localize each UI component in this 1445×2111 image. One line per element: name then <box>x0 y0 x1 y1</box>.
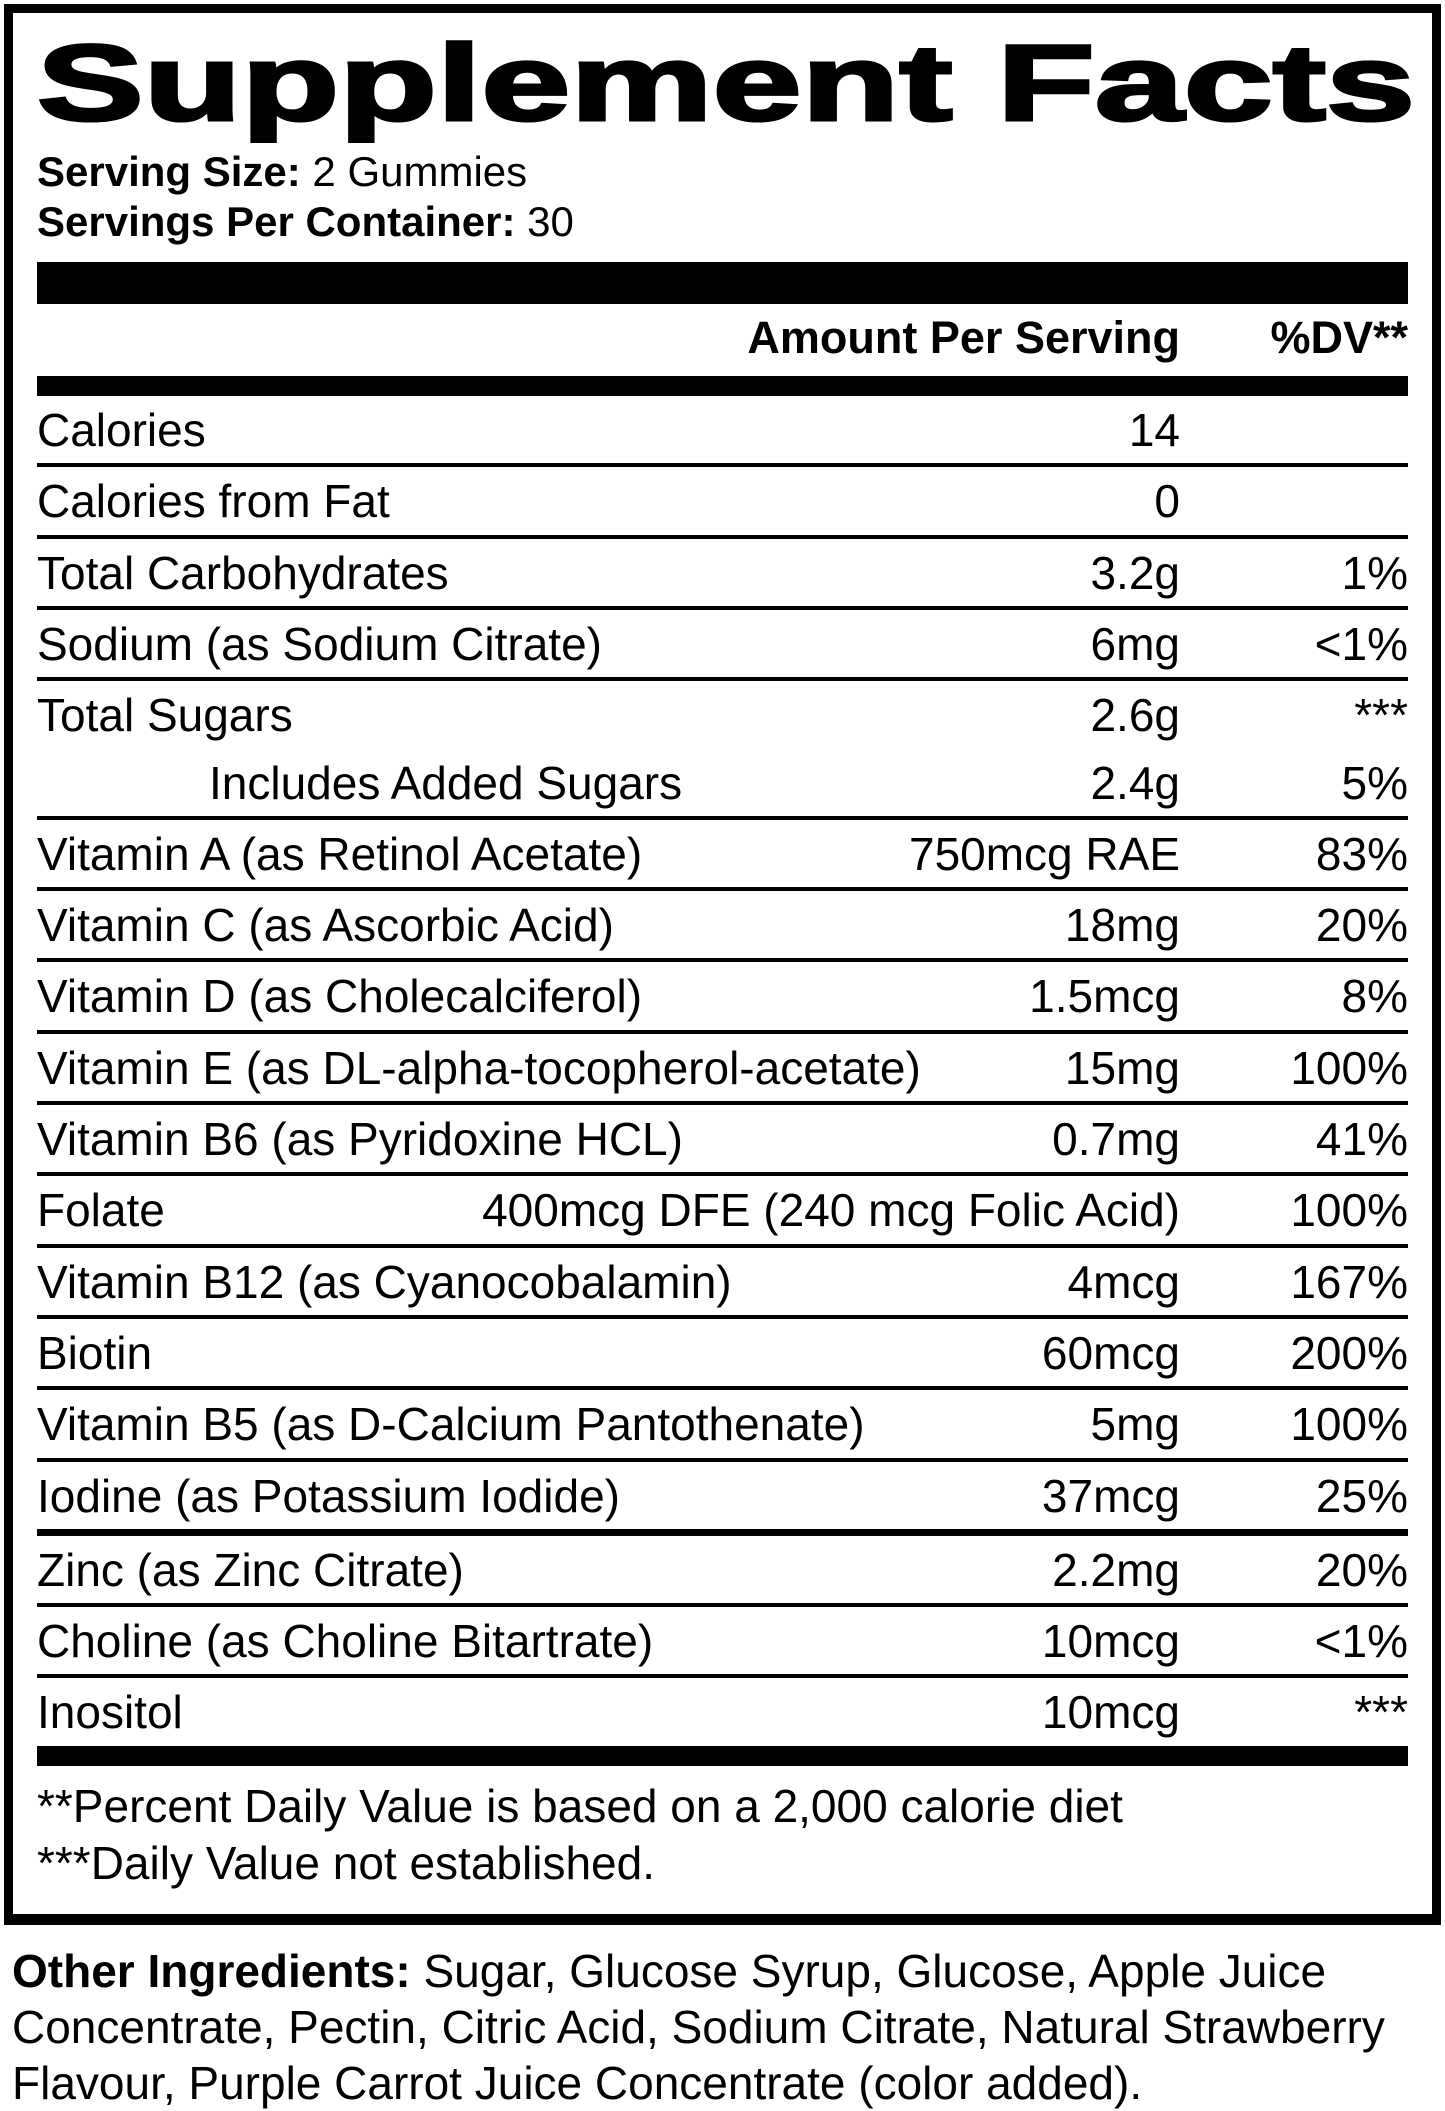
panel-title-text: Supplement Facts <box>37 23 1415 143</box>
table-row: Vitamin B5 (as D-Calcium Pantothenate) 5… <box>37 1386 1408 1457</box>
nutrient-dv: <1% <box>1314 617 1408 670</box>
nutrient-amount: 0.7mg <box>1052 1113 1180 1166</box>
nutrient-name: Vitamin B5 (as D-Calcium Pantothenate) <box>37 1398 865 1451</box>
table-row: Inositol 10mcg *** <box>37 1674 1408 1745</box>
separator-bar-header <box>37 376 1408 397</box>
nutrient-dv: 167% <box>1290 1255 1408 1308</box>
nutrient-name: Vitamin D (as Cholecalciferol) <box>37 970 643 1023</box>
nutrient-dv: 100% <box>1290 1041 1408 1094</box>
nutrient-amount: 5mg <box>1090 1398 1180 1451</box>
nutrient-name: Biotin <box>37 1326 153 1379</box>
nutrient-amount: 18mg <box>1064 899 1180 952</box>
nutrient-amount: 15mg <box>1064 1041 1180 1094</box>
nutrient-name: Inositol <box>37 1686 183 1739</box>
table-row: Choline (as Choline Bitartrate) 10mcg <1… <box>37 1603 1408 1674</box>
nutrient-amount: 10mcg <box>1041 1615 1180 1668</box>
nutrient-dv: 20% <box>1315 1543 1408 1596</box>
nutrient-dv: 83% <box>1315 827 1408 880</box>
column-header-row: Amount Per Serving %DV** <box>37 304 1408 376</box>
nutrient-amount: 0 <box>1154 475 1180 528</box>
nutrient-dv: 200% <box>1290 1326 1408 1379</box>
table-row: Sodium (as Sodium Citrate) 6mg <1% <box>37 605 1408 677</box>
table-row: Total Carbohydrates 3.2g 1% <box>37 534 1408 606</box>
separator-bar-top <box>37 262 1408 305</box>
servings-per-container-value: 30 <box>515 197 574 245</box>
nutrient-amount: 2.4g <box>1090 756 1180 809</box>
nutrient-amount: 750mcg RAE <box>908 827 1180 880</box>
footnote-percent-dv: **Percent Daily Value is based on a 2,00… <box>37 1779 1123 1832</box>
table-row: Vitamin D (as Cholecalciferol) 1.5mcg 8% <box>37 958 1408 1029</box>
nutrient-dv: 8% <box>1341 970 1408 1023</box>
nutrient-name: Choline (as Choline Bitartrate) <box>37 1615 654 1668</box>
nutrient-dv: 1% <box>1341 546 1408 599</box>
nutrient-name: Vitamin A (as Retinol Acetate) <box>37 827 643 880</box>
nutrient-amount: 4mcg <box>1067 1255 1180 1308</box>
nutrient-name: Calories from Fat <box>37 475 390 528</box>
serving-size-value: 2 Gummies <box>300 148 528 195</box>
nutrient-dv: 20% <box>1315 899 1408 952</box>
table-row: Vitamin C (as Ascorbic Acid) 18mg 20% <box>37 887 1408 958</box>
nutrient-amount: 3.2g <box>1090 546 1180 599</box>
nutrient-amount: 14 <box>1128 404 1180 457</box>
nutrient-dv: 100% <box>1290 1398 1408 1451</box>
table-row: Calories 14 <box>37 396 1408 463</box>
nutrient-amount: 6mg <box>1090 617 1180 670</box>
table-row: Vitamin B12 (as Cyanocobalamin) 4mcg 167… <box>37 1243 1408 1315</box>
table-row: Folate 400mcg DFE (240 mcg Folic Acid) 1… <box>37 1172 1408 1243</box>
nutrient-amount: 2.2mg <box>1052 1543 1180 1596</box>
table-row: Vitamin B6 (as Pyridoxine HCL) 0.7mg 41% <box>37 1101 1408 1172</box>
nutrient-amount: 2.6g <box>1090 689 1180 742</box>
table-row: Iodine (as Potassium Iodide) 37mcg 25% <box>37 1457 1408 1529</box>
nutrient-amount: 400mcg DFE (240 mcg Folic Acid) <box>482 1184 1180 1237</box>
nutrient-name: Calories <box>37 404 206 457</box>
nutrient-name: Includes Added Sugars <box>209 756 683 809</box>
table-row: Biotin 60mcg 200% <box>37 1314 1408 1386</box>
footnotes: **Percent Daily Value is based on a 2,00… <box>37 1766 1408 1908</box>
nutrient-dv: *** <box>1354 689 1408 742</box>
nutrient-amount: 1.5mcg <box>1029 970 1180 1023</box>
nutrient-dv: 41% <box>1315 1113 1408 1166</box>
nutrient-name: Vitamin B12 (as Cyanocobalamin) <box>37 1255 732 1308</box>
nutrient-name: Sodium (as Sodium Citrate) <box>37 617 602 670</box>
nutrient-dv: 25% <box>1315 1469 1408 1522</box>
nutrient-dv: 100% <box>1290 1184 1408 1237</box>
table-row: Vitamin A (as Retinol Acetate) 750mcg RA… <box>37 815 1408 887</box>
nutrient-name: Total Sugars <box>37 689 293 742</box>
nutrient-rows: Calories 14 Calories from Fat 0 Total Ca… <box>37 396 1408 1746</box>
nutrient-amount: 10mcg <box>1041 1686 1180 1739</box>
nutrient-name: Vitamin B6 (as Pyridoxine HCL) <box>37 1113 683 1166</box>
table-row: Calories from Fat 0 <box>37 463 1408 534</box>
nutrient-name: Folate <box>37 1184 165 1237</box>
nutrient-dv: <1% <box>1314 1615 1408 1668</box>
serving-info: Serving Size: 2 Gummies Servings Per Con… <box>37 147 1408 246</box>
nutrient-dv: 5% <box>1341 756 1408 809</box>
separator-bar-footnotes <box>37 1745 1408 1766</box>
panel-title: Supplement Facts <box>37 23 1417 143</box>
nutrient-name: Vitamin E (as DL-alpha-tocopherol-acetat… <box>37 1041 921 1094</box>
other-ingredients-label: Other Ingredients: <box>12 1944 411 1997</box>
nutrient-name: Iodine (as Potassium Iodide) <box>37 1469 620 1522</box>
table-row: Total Sugars 2.6g *** <box>37 677 1408 748</box>
nutrient-amount: 37mcg <box>1041 1469 1180 1522</box>
amount-per-serving-header: Amount Per Serving <box>747 312 1180 364</box>
supplement-facts-panel: Supplement Facts Serving Size: 2 Gummies… <box>4 4 1441 1925</box>
nutrient-name: Vitamin C (as Ascorbic Acid) <box>37 899 614 952</box>
nutrient-amount: 60mcg <box>1041 1326 1180 1379</box>
servings-per-container-line: Servings Per Container: 30 <box>37 197 1408 247</box>
servings-per-container-label: Servings Per Container: <box>37 197 516 245</box>
serving-size-label: Serving Size: <box>37 148 301 195</box>
nutrient-name: Total Carbohydrates <box>37 546 449 599</box>
percent-dv-header: %DV** <box>1270 312 1408 364</box>
table-row: Includes Added Sugars 2.4g 5% <box>37 749 1408 816</box>
serving-size-line: Serving Size: 2 Gummies <box>37 147 1408 197</box>
footnote-dv-not-established: ***Daily Value not established. <box>37 1836 655 1889</box>
nutrient-name: Zinc (as Zinc Citrate) <box>37 1543 464 1596</box>
nutrient-dv: *** <box>1354 1686 1408 1739</box>
table-row: Vitamin E (as DL-alpha-tocopherol-acetat… <box>37 1029 1408 1101</box>
table-row: Zinc (as Zinc Citrate) 2.2mg 20% <box>37 1528 1408 1603</box>
